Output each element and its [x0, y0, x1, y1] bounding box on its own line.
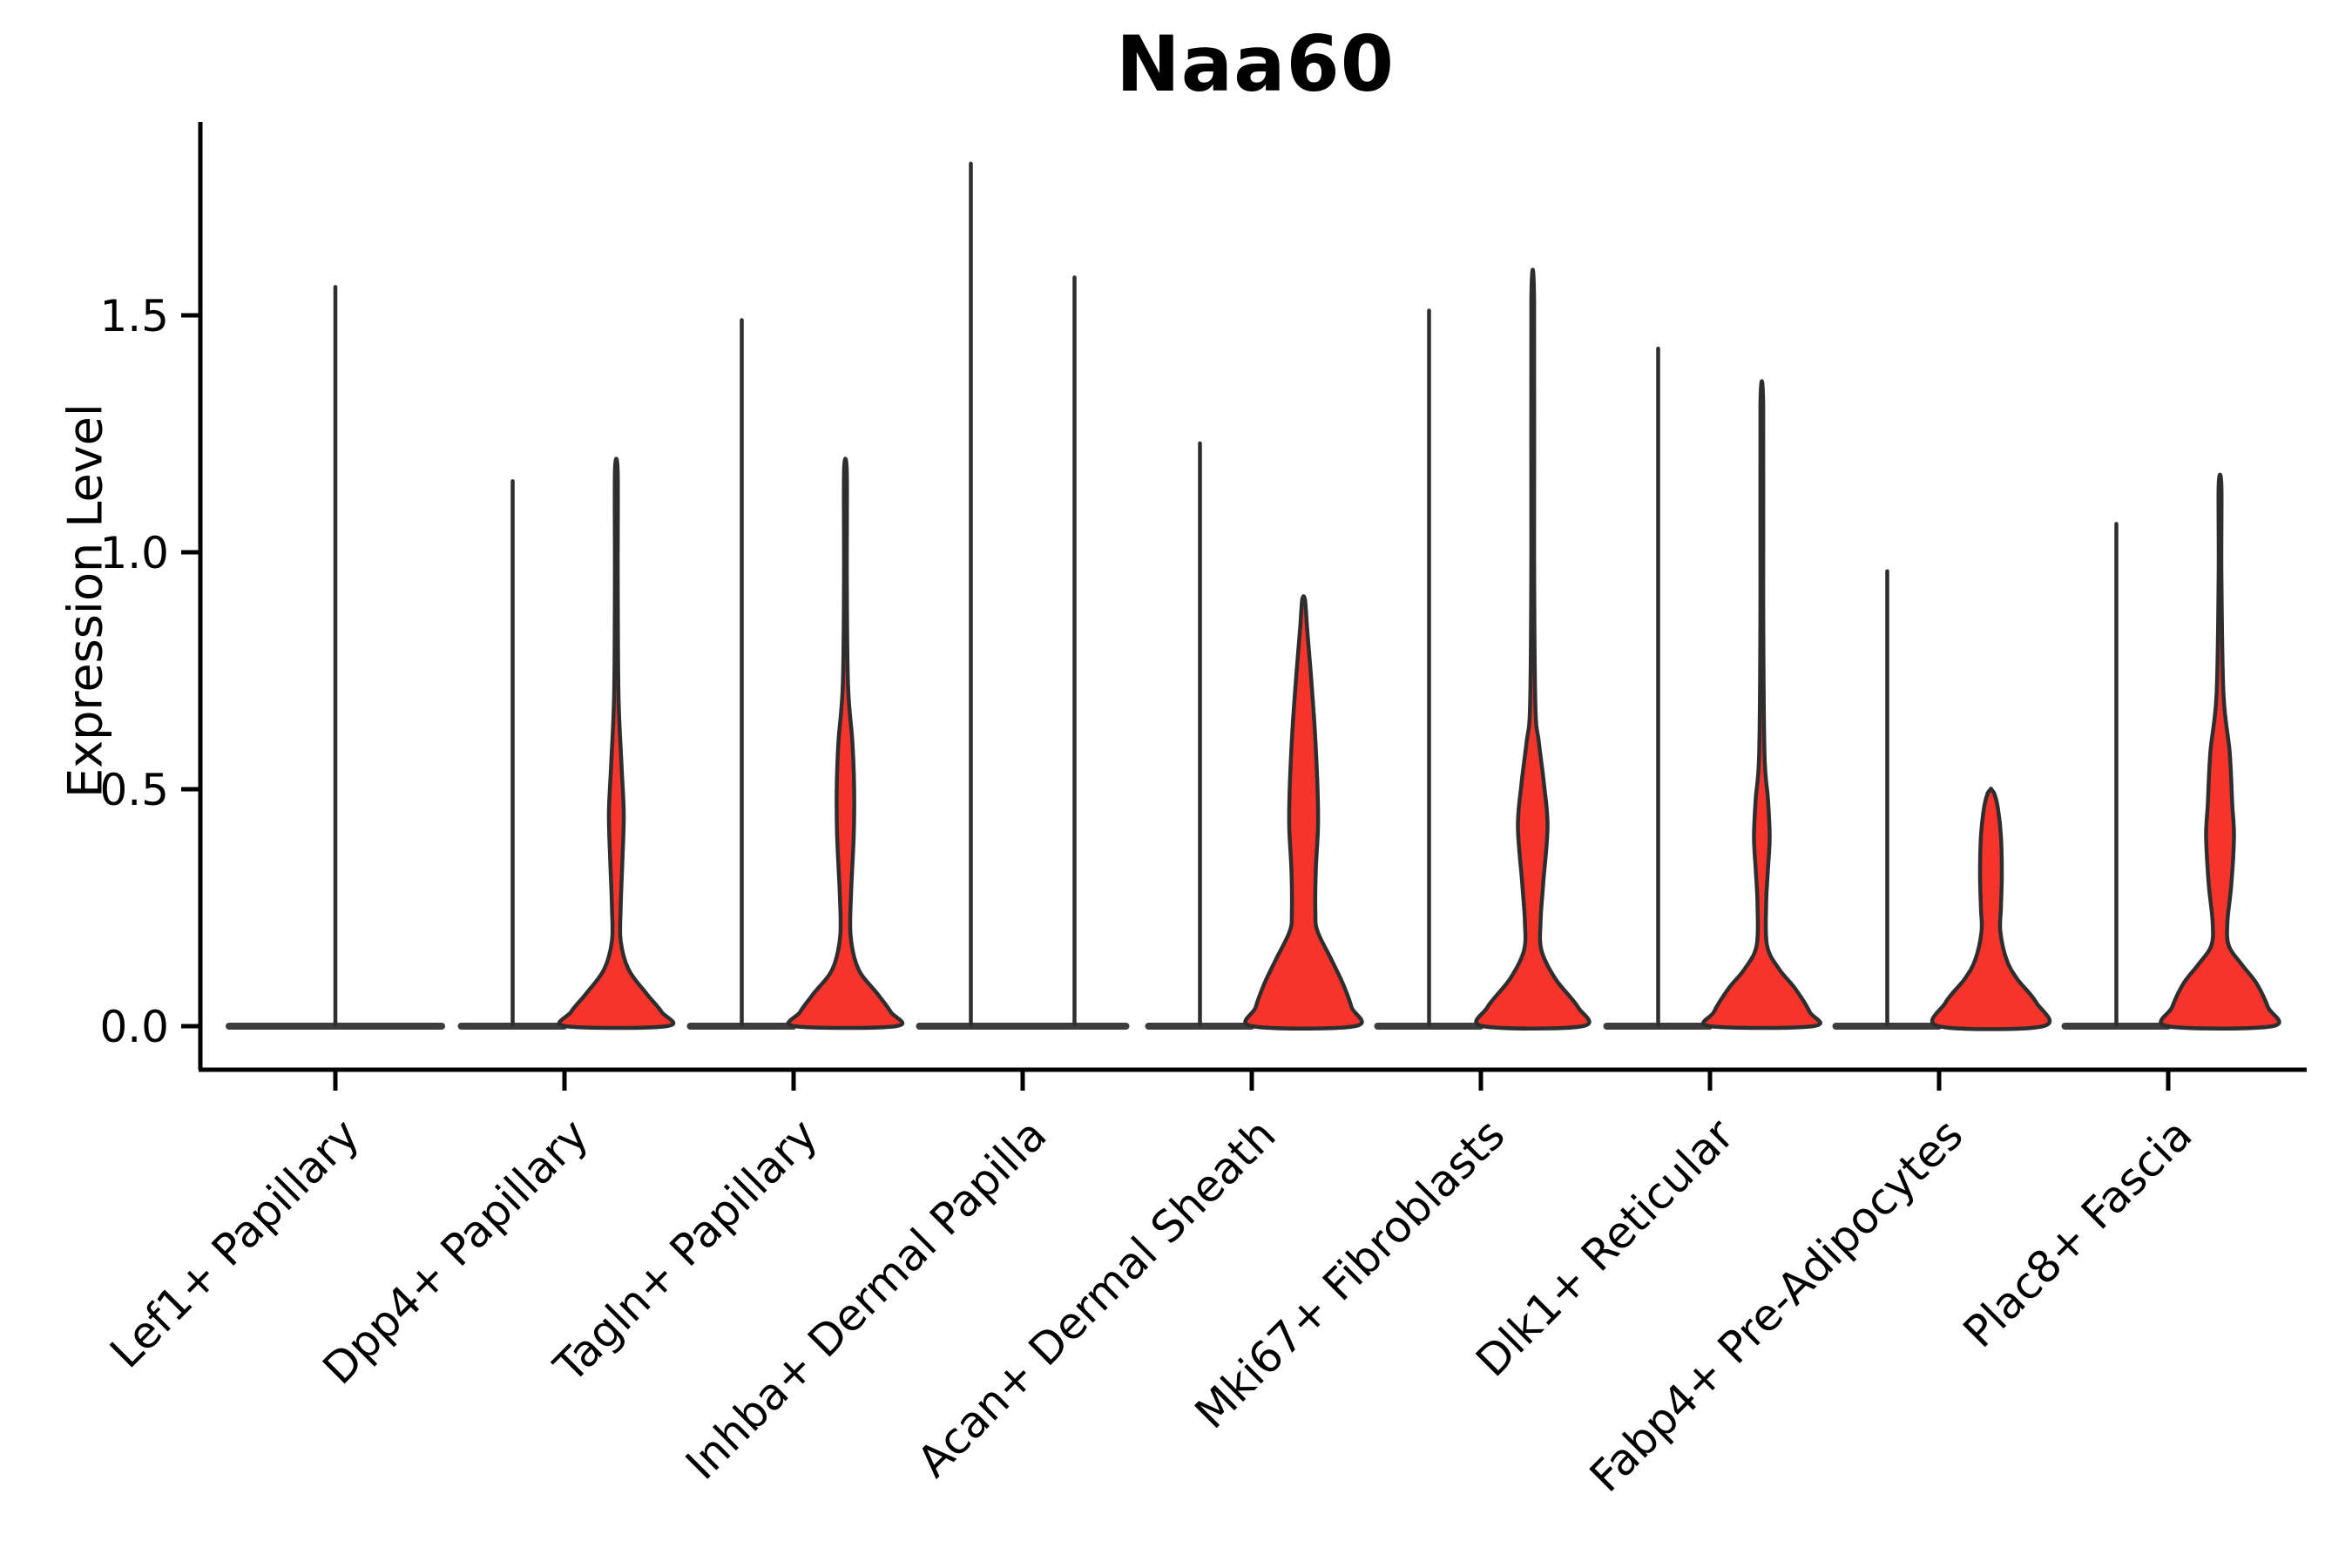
violin-body [786, 456, 905, 1031]
x-tick-label: Lef1+ Papillary [100, 1109, 368, 1377]
y-tick-label: 1.0 [99, 528, 169, 578]
violin-body [1701, 379, 1822, 1031]
x-tick-label: Plac8+ Fascia [1954, 1109, 2202, 1357]
y-tick-label: 1.5 [99, 291, 169, 341]
chart-title: Naa60 [1116, 19, 1395, 109]
y-tick-label: 0.0 [99, 1002, 169, 1052]
violin-body [557, 456, 676, 1031]
x-tick-label: Fabp4+ Pre-Adipocytes [1580, 1109, 1973, 1502]
violin-body [1474, 267, 1592, 1031]
y-tick-label: 0.5 [99, 765, 169, 815]
violin-body [1243, 594, 1364, 1031]
violin-body [1930, 787, 2052, 1031]
violin-body [2159, 472, 2281, 1031]
